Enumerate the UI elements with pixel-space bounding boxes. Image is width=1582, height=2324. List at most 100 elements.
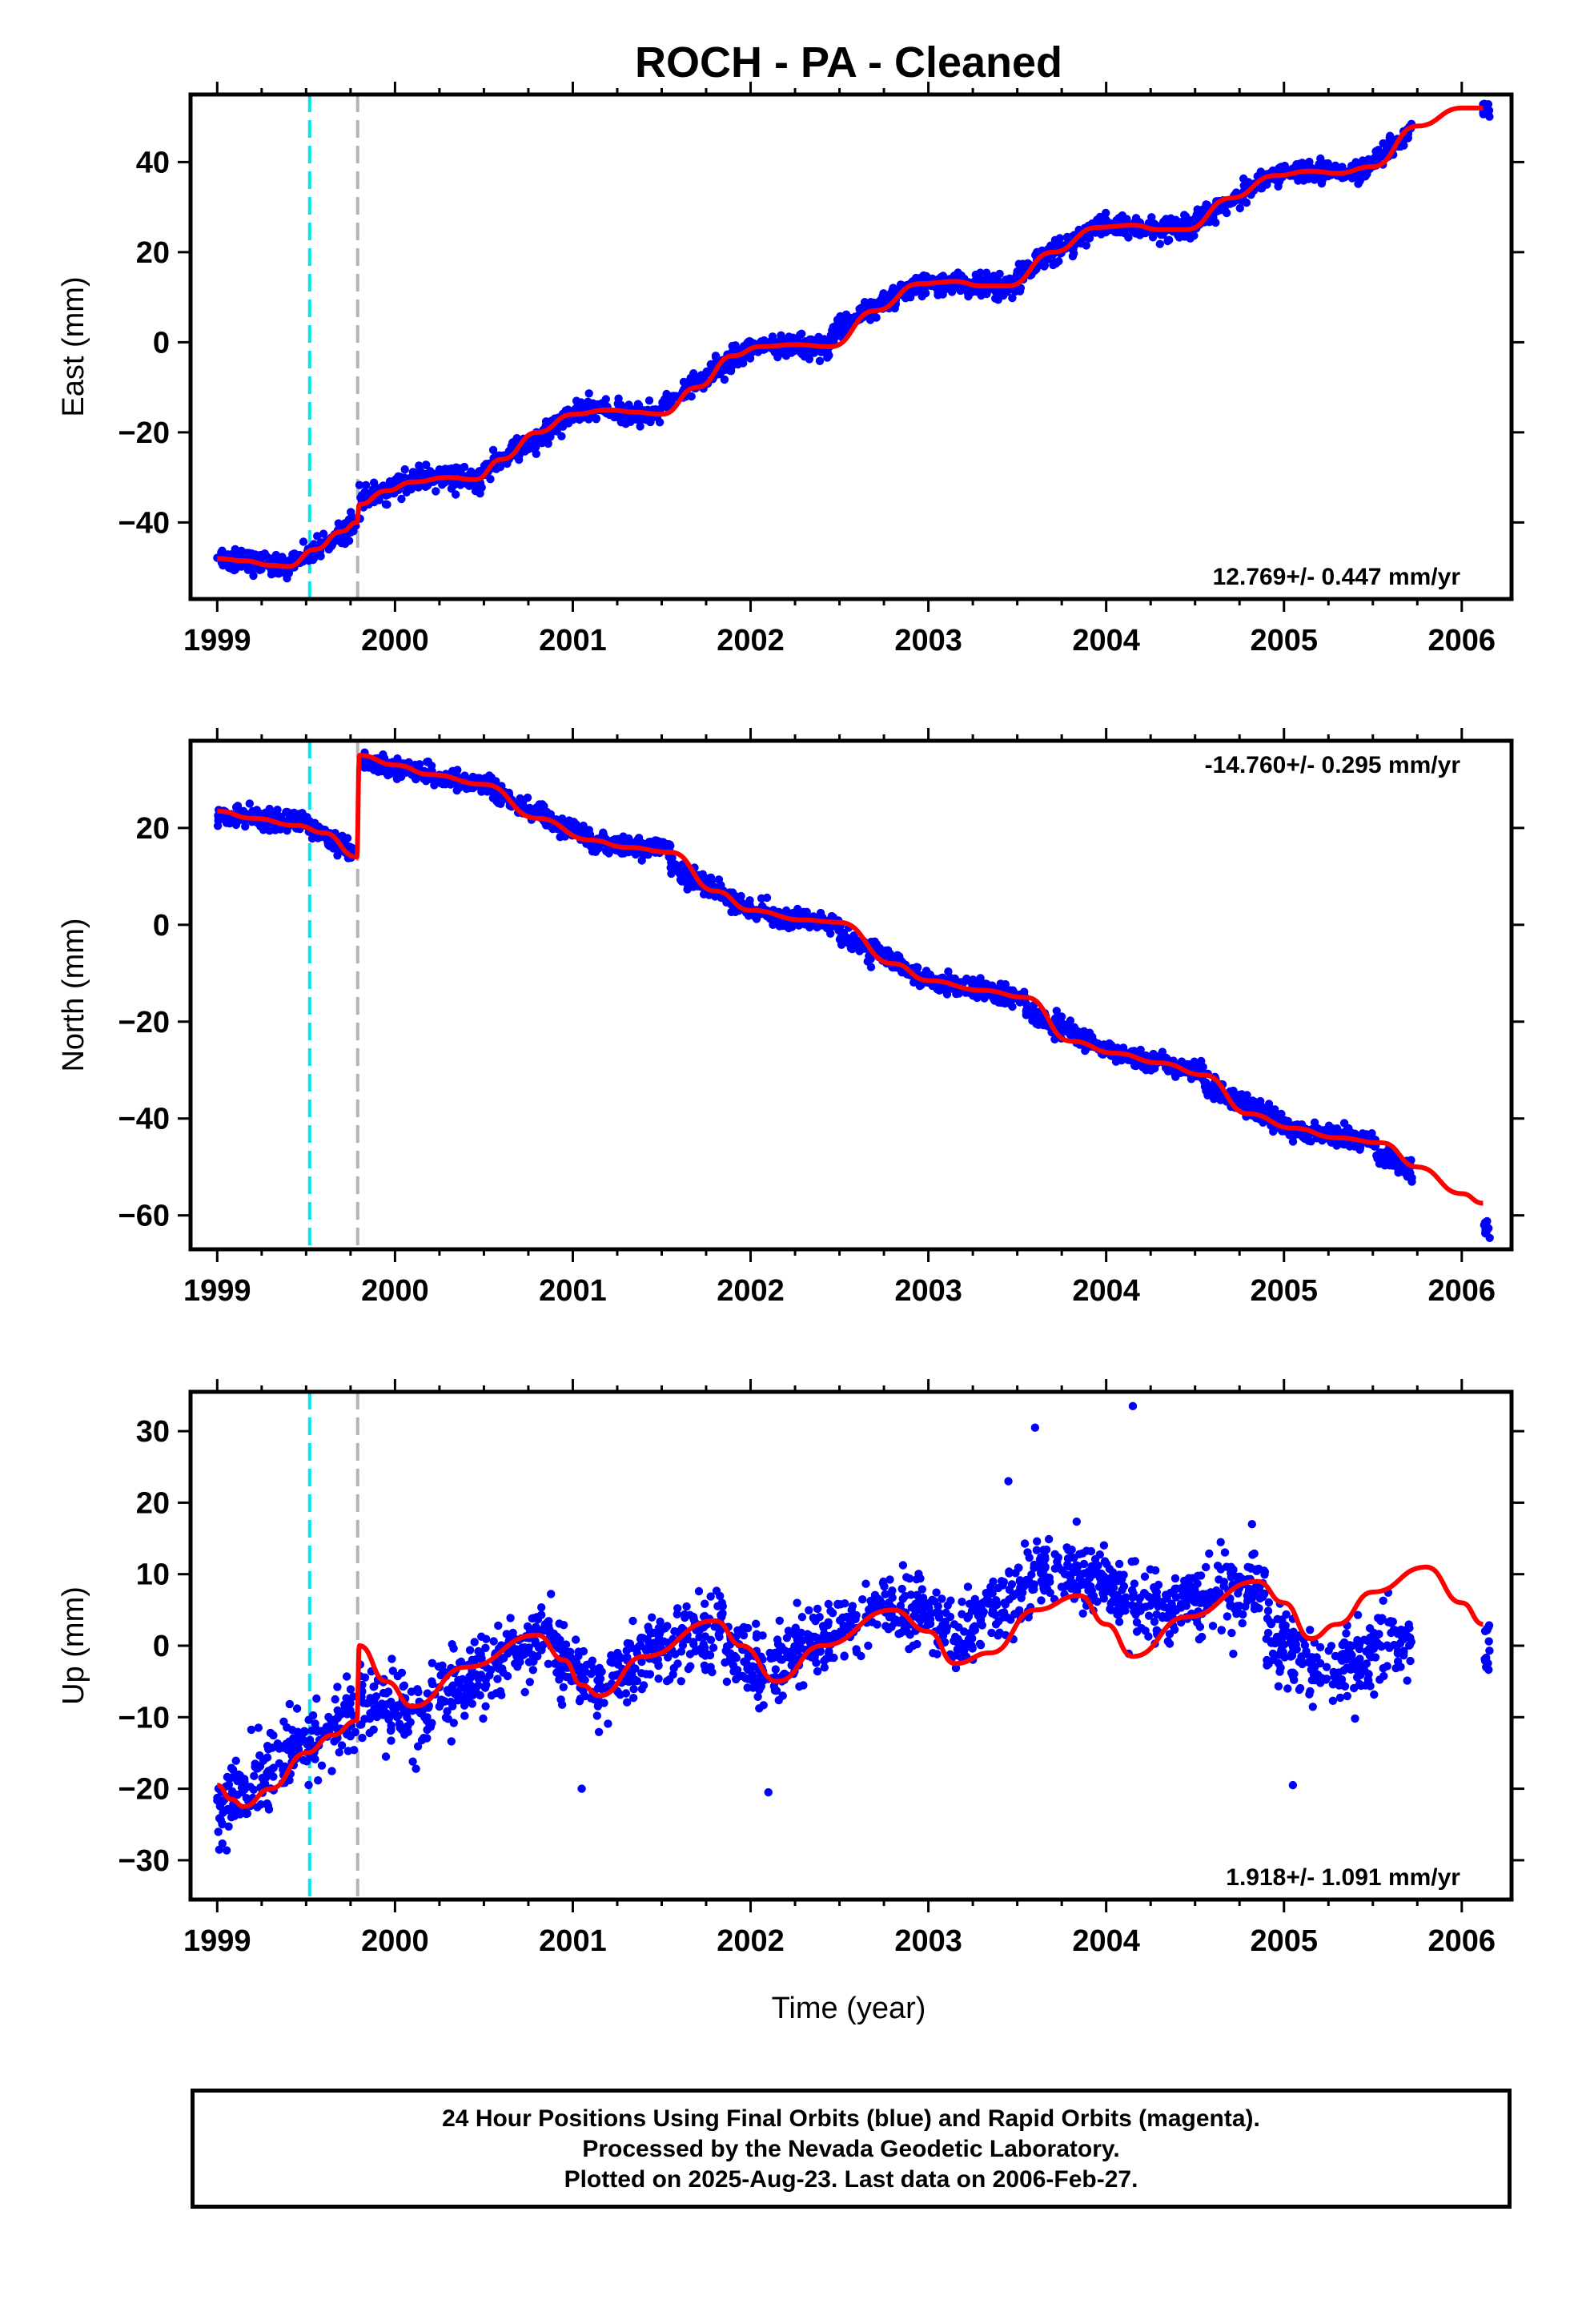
plot-frame [188,738,1514,1252]
data-point [400,1681,409,1690]
data-point [255,810,264,818]
data-point [335,1748,343,1757]
data-point [482,1634,491,1643]
data-point [739,359,748,368]
data-point [559,1683,568,1691]
data-point [218,1839,227,1848]
data-point [656,1617,665,1626]
data-point [448,1682,457,1691]
data-point [223,814,232,822]
data-point [553,1668,562,1678]
data-point [1310,1118,1319,1127]
data-point [228,1765,238,1775]
data-point [283,826,291,835]
data-point [596,1675,605,1683]
data-point [275,1744,283,1753]
data-point [673,1604,682,1613]
data-point [537,1603,546,1612]
data-point [423,1734,432,1743]
data-point [623,1638,632,1648]
x-tick-label: 2005 [1250,1274,1318,1308]
data-point [706,1592,715,1601]
data-point [528,1614,536,1623]
data-point [234,549,243,557]
data-point [290,808,299,818]
data-point [1001,999,1010,1008]
data-point [319,529,328,538]
data-point [1102,208,1110,218]
data-point [1033,1007,1042,1016]
data-point [443,1707,452,1716]
rate-annotation: -14.760+/- 0.295 mm/yr [1205,752,1461,778]
data-point [561,1640,571,1649]
data-point [1008,293,1017,303]
data-point [1386,131,1395,140]
data-point [1339,1140,1348,1149]
data-point [1327,1138,1336,1147]
data-point [717,1612,726,1621]
data-point [849,931,858,940]
data-point [1404,1168,1413,1176]
data-point [1485,1233,1494,1243]
data-point [815,356,825,365]
data-point [982,268,991,277]
data-point [964,292,973,301]
data-point [673,866,682,876]
data-point [1177,1057,1186,1066]
data-point [708,1667,717,1677]
data-point [467,1681,476,1690]
data-point [622,1647,631,1655]
data-point [395,769,404,778]
data-point [1291,1129,1300,1138]
data-point [299,1755,308,1765]
data-point [370,1682,379,1691]
data-point [1190,1057,1199,1066]
data-point [604,1719,612,1728]
data-point [254,1723,263,1732]
data-point [833,316,842,324]
data-point [1156,230,1166,239]
data-point [413,1742,423,1751]
data-point [314,1776,323,1785]
data-point [520,1687,529,1697]
data-point [382,1700,391,1709]
data-point [532,449,540,458]
data-point [343,834,352,842]
data-point [440,478,449,487]
data-point [706,360,715,369]
data-point [648,1613,656,1622]
data-point [327,1767,336,1775]
data-point [538,800,547,809]
data-point [562,1672,571,1682]
data-point [1124,233,1133,242]
data-point [249,571,258,581]
figure-title: ROCH - PA - Cleaned [635,38,1062,86]
data-point [881,946,890,955]
data-point [528,1666,537,1675]
data-point [299,1735,308,1745]
data-point [401,768,410,777]
data-point [556,1635,564,1644]
data-point [525,1678,534,1687]
data-point [636,1641,645,1650]
data-point [231,820,241,830]
data-point [481,1643,490,1652]
data-point [1235,1090,1245,1100]
data-point [1484,109,1492,119]
data-point [597,1667,606,1676]
data-point [669,1670,677,1679]
data-point [701,1599,709,1608]
data-point [1242,198,1251,207]
data-point [682,1602,691,1611]
data-point [346,1685,355,1694]
data-point [249,1785,258,1794]
data-point [614,1688,623,1697]
data-point [470,1638,479,1647]
y-axis-label: East (mm) [57,276,90,416]
data-point [361,490,370,499]
x-tick-label: 2003 [894,1274,962,1308]
data-point [260,1779,270,1788]
data-point [360,1673,370,1682]
data-point [584,389,593,398]
data-point [1355,176,1364,186]
